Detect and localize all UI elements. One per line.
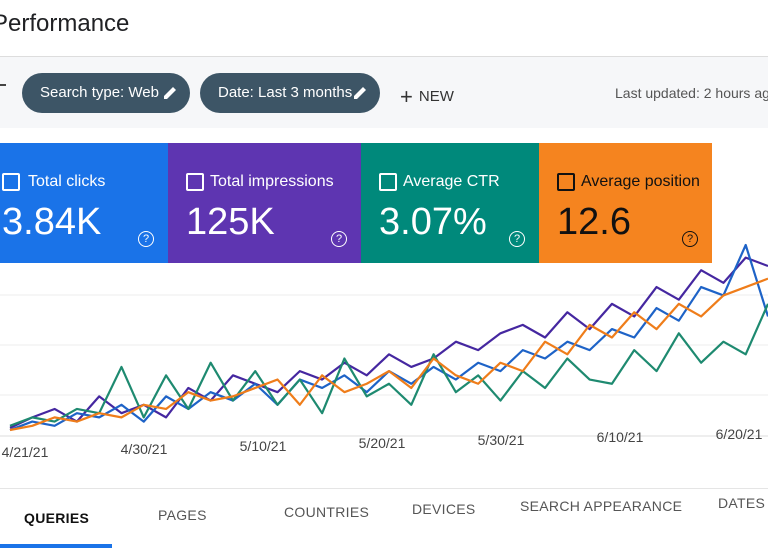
metric-card[interactable]: Average position 12.6?: [539, 143, 712, 263]
metric-value: 3.84K: [2, 201, 102, 243]
edit-icon: [354, 87, 366, 99]
filter-chip[interactable]: Date: Last 3 months: [200, 73, 380, 113]
tab[interactable]: COUNTRIES: [284, 504, 370, 520]
x-tick-label: 5/20/21: [359, 435, 406, 451]
checkbox: [2, 173, 20, 191]
help-icon: ?: [138, 231, 154, 247]
series-line: [9, 256, 768, 429]
series-line: [9, 303, 768, 427]
x-tick-label: 4/21/21: [2, 444, 49, 460]
metric-value: 125K: [186, 201, 275, 243]
help-icon: ?: [331, 231, 347, 247]
metric-card[interactable]: Total clicks 3.84K?: [0, 143, 168, 263]
menu-icon: [0, 84, 6, 86]
metric-label: Total impressions: [210, 173, 334, 190]
chip-label: Date: Last 3 months: [218, 84, 353, 101]
checkbox: [186, 173, 204, 191]
help-icon: ?: [682, 231, 698, 247]
x-tick-label: 4/30/21: [121, 441, 168, 457]
last-updated: Last updated: 2 hours ago: [615, 85, 768, 101]
page-title: Performance: [0, 10, 130, 37]
x-tick-label: 5/30/21: [478, 432, 525, 448]
plus-icon: +: [400, 84, 413, 109]
x-tick-label: 6/20/21: [716, 426, 763, 442]
tab[interactable]: DATES: [718, 495, 766, 511]
series-line: [9, 243, 768, 432]
metric-card[interactable]: Average CTR 3.07%?: [361, 143, 539, 263]
series-line: [9, 277, 768, 432]
top-bar: [0, 0, 768, 57]
metric-label: Total clicks: [28, 173, 106, 190]
tab[interactable]: PAGES: [158, 507, 207, 523]
new-button[interactable]: + NEW: [400, 84, 454, 110]
checkbox: [557, 173, 575, 191]
active-tab-indicator: [0, 544, 112, 548]
metric-value: 12.6: [557, 201, 631, 243]
chip-label: Search type: Web: [40, 84, 159, 101]
chart: 4/21/21 4/30/21 5/10/21 5/20/21 5/30/21 6/10/…: [0, 243, 768, 460]
x-tick-label: 6/10/21: [597, 429, 644, 445]
metric-label: Average position: [581, 173, 700, 190]
edit-icon: [164, 87, 176, 99]
filter-chip[interactable]: Search type: Web: [22, 73, 190, 113]
help-icon: ?: [509, 231, 525, 247]
checkbox: [379, 173, 397, 191]
metric-card[interactable]: Total impressions 125K?: [168, 143, 361, 263]
new-label: NEW: [418, 88, 454, 105]
metric-label: Average CTR: [403, 173, 500, 190]
x-tick-label: 5/10/21: [240, 438, 287, 454]
tab[interactable]: DEVICES: [412, 501, 476, 517]
metric-value: 3.07%: [379, 201, 487, 243]
tab[interactable]: QUERIES: [24, 510, 90, 526]
tab-bar: [0, 488, 768, 551]
tab[interactable]: SEARCH APPEARANCE: [520, 498, 683, 514]
